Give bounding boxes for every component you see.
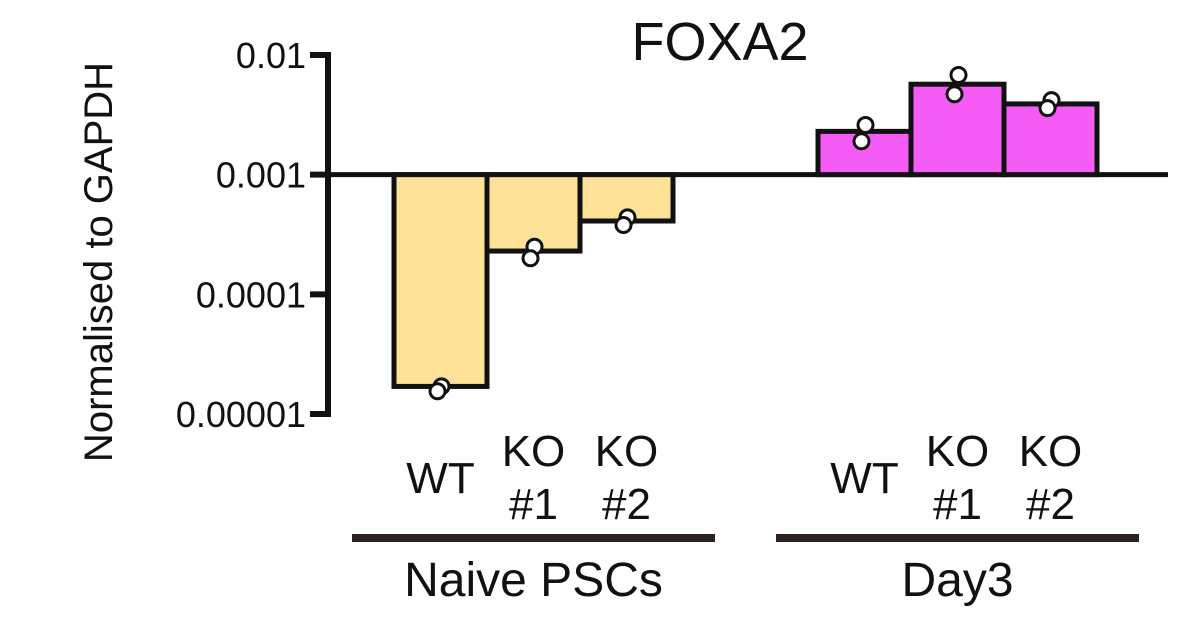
y-axis-label: Normalised to GAPDH — [77, 62, 121, 462]
category-label-0-2-0: KO — [595, 427, 659, 476]
category-label-0-1-1: #1 — [509, 480, 558, 529]
point-1-0-0 — [856, 116, 875, 135]
y-tick-label-0: 0.01 — [236, 35, 306, 76]
category-label-0-2-1: #2 — [602, 480, 651, 529]
group-label-1: Day3 — [901, 554, 1013, 607]
data-points — [428, 66, 1061, 401]
category-label-1-2-1: #2 — [1026, 480, 1075, 529]
point-1-1-1 — [945, 85, 964, 104]
point-1-1-0 — [949, 66, 968, 85]
point-0-0-1 — [428, 382, 447, 401]
point-1-0-1 — [852, 132, 871, 151]
y-tick-label-3: 0.00001 — [176, 394, 306, 435]
category-label-1-1-0: KO — [926, 427, 990, 476]
bars — [391, 81, 1100, 389]
point-0-2-1 — [614, 215, 633, 234]
y-tick-label-1: 0.001 — [216, 155, 306, 196]
point-0-1-1 — [521, 249, 540, 268]
point-1-2-1 — [1038, 99, 1057, 118]
category-label-0-0-0: WT — [406, 454, 474, 503]
category-label-0-1-0: KO — [502, 427, 566, 476]
category-label-1-0-0: WT — [830, 454, 898, 503]
y-tick-label-2: 0.0001 — [196, 274, 306, 315]
group-label-0: Naive PSCs — [404, 554, 663, 607]
chart-title: FOXA2 — [631, 12, 808, 72]
category-label-1-1-1: #1 — [933, 480, 982, 529]
category-label-1-2-0: KO — [1019, 427, 1083, 476]
bar-0-0 — [391, 172, 490, 389]
group-labels: Naive PSCs Day3 — [352, 534, 1139, 607]
y-axis: 0.01 0.001 0.0001 0.00001 — [176, 35, 331, 435]
